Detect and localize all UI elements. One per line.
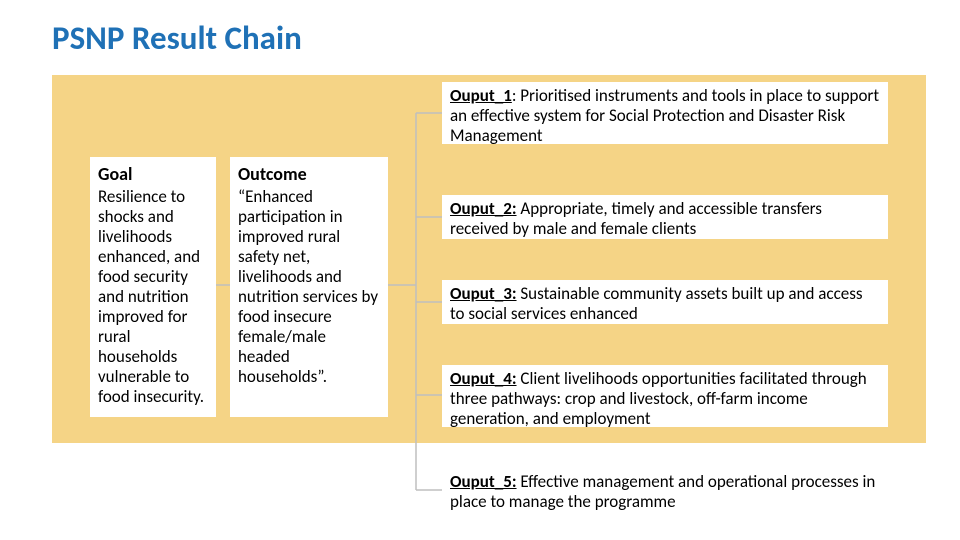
output-3-label: Ouput_3: <box>450 283 517 304</box>
goal-label: Goal <box>98 163 208 185</box>
output-5: Ouput_5: Effective management and operat… <box>442 468 888 512</box>
outcome-box: Outcome “Enhanced participation in impro… <box>230 157 388 417</box>
output-1-text: : Prioritised instruments and tools in p… <box>450 85 879 146</box>
slide: PSNP Result Chain Goal Resilience to sho… <box>0 0 960 540</box>
outcome-label: Outcome <box>238 163 380 185</box>
output-4: Ouput_4: Client livelihoods opportunitie… <box>442 365 888 427</box>
output-5-label: Ouput_5: <box>450 471 517 492</box>
output-2-label: Ouput_2: <box>450 198 517 219</box>
goal-text: Resilience to shocks and livelihoods enh… <box>98 187 208 408</box>
output-3: Ouput_3: Sustainable community assets bu… <box>442 280 888 324</box>
output-2: Ouput_2: Appropriate, timely and accessi… <box>442 195 888 239</box>
output-1-label: Ouput_1 <box>450 85 512 106</box>
output-4-label: Ouput_4: <box>450 368 517 389</box>
page-title: PSNP Result Chain <box>52 18 302 58</box>
goal-box: Goal Resilience to shocks and livelihood… <box>90 157 216 417</box>
outcome-text: “Enhanced participation in improved rura… <box>238 187 380 387</box>
output-1: Ouput_1: Prioritised instruments and too… <box>442 82 888 144</box>
